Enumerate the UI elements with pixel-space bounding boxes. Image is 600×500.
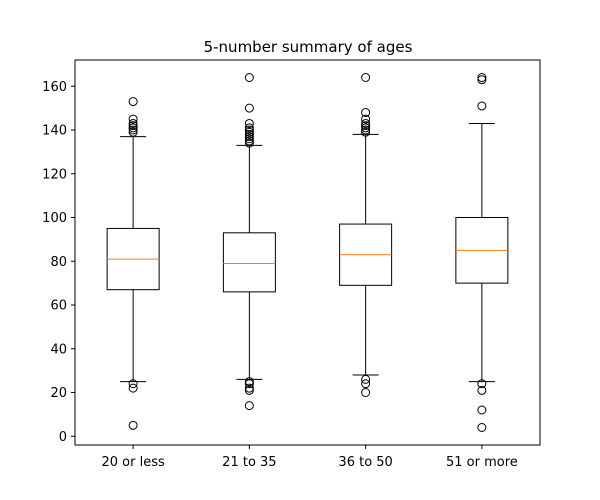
outlier-point	[244, 136, 254, 146]
y-tick-label: 80	[50, 255, 67, 270]
x-tick-label: 51 or more	[446, 455, 518, 470]
chart-title: 5-number summary of ages	[204, 38, 413, 56]
outlier-point	[361, 123, 371, 133]
y-tick-label: 100	[42, 211, 67, 226]
box-3	[339, 73, 393, 397]
boxes-group	[106, 73, 509, 432]
box-2	[222, 73, 276, 411]
box-4	[455, 73, 509, 432]
outlier-point	[244, 132, 254, 142]
outlier-point	[128, 97, 138, 107]
outlier-point	[128, 420, 138, 430]
outlier-point	[361, 379, 371, 389]
y-tick-label: 140	[42, 124, 67, 139]
outlier-point	[477, 405, 487, 415]
outlier-point	[128, 118, 138, 128]
y-tick-label: 120	[42, 167, 67, 182]
y-axis: 0 20 40 60 80 100 120 140 160	[42, 80, 75, 445]
outlier-point	[244, 385, 254, 395]
outlier-point	[361, 127, 371, 137]
outlier-point	[244, 379, 254, 389]
outlier-point	[244, 118, 254, 128]
box-rect	[222, 232, 276, 293]
outlier-point	[244, 377, 254, 387]
outlier-point	[244, 138, 254, 148]
y-tick-label: 0	[59, 430, 67, 445]
outlier-point	[128, 383, 138, 393]
outlier-point	[128, 379, 138, 389]
outlier-point	[361, 388, 371, 397]
outlier-point	[244, 103, 254, 113]
outlier-point	[128, 127, 138, 137]
outlier-point	[361, 73, 371, 82]
outlier-point	[244, 123, 254, 133]
x-tick-label: 20 or less	[101, 455, 164, 470]
outlier-point	[128, 123, 138, 133]
outlier-point	[244, 383, 254, 393]
outlier-point	[244, 134, 254, 144]
outlier-point	[361, 108, 371, 117]
y-tick-label: 20	[50, 386, 67, 401]
y-tick-label: 40	[50, 342, 67, 357]
y-tick-label: 60	[50, 299, 67, 314]
outlier-point	[244, 129, 254, 139]
plot-area	[74, 59, 541, 446]
outlier-point	[477, 73, 487, 82]
outlier-point	[477, 385, 487, 395]
outlier-point	[477, 423, 487, 432]
outlier-point	[361, 125, 371, 135]
outlier-point	[128, 125, 138, 135]
outlier-point	[244, 73, 254, 82]
outlier-point	[244, 401, 254, 411]
outlier-point	[361, 114, 371, 124]
outlier-point	[477, 101, 487, 111]
outlier-point	[244, 127, 254, 137]
outlier-point	[128, 114, 138, 124]
outlier-point	[361, 121, 371, 131]
y-tick-label: 160	[42, 80, 67, 95]
box-1	[106, 97, 160, 430]
outlier-point	[361, 374, 371, 384]
outlier-point	[477, 379, 487, 389]
x-axis: 20 or less 21 to 35 36 to 50 51 or more	[101, 445, 518, 470]
x-tick-label: 21 to 35	[222, 455, 276, 470]
outlier-point	[361, 118, 371, 128]
outlier-point	[128, 121, 138, 131]
outlier-point	[477, 75, 487, 85]
x-tick-label: 36 to 50	[338, 455, 392, 470]
outlier-point	[244, 125, 254, 135]
